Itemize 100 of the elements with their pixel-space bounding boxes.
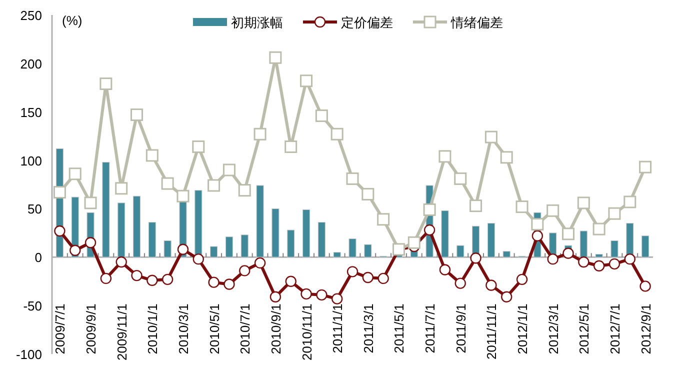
bar	[118, 202, 126, 258]
y-tick-label: -100	[16, 347, 42, 362]
point	[269, 51, 282, 64]
y-tick-label: 200	[20, 56, 42, 72]
point	[300, 288, 312, 300]
point	[578, 256, 590, 268]
bar	[210, 246, 218, 258]
point	[454, 278, 466, 289]
point	[593, 260, 605, 272]
bar	[225, 236, 234, 258]
point	[547, 253, 558, 265]
point	[439, 264, 451, 276]
x-tick-label: 2010/5/1	[206, 304, 222, 354]
point	[130, 108, 144, 122]
point	[100, 78, 112, 90]
bar	[318, 222, 326, 258]
point	[238, 184, 251, 197]
point	[70, 244, 81, 256]
y-tick-label: 50	[28, 202, 42, 217]
point	[84, 237, 96, 248]
point	[624, 196, 636, 208]
legend-label: 定价偏差	[341, 15, 393, 30]
point	[378, 272, 389, 284]
point	[115, 182, 128, 195]
point	[315, 109, 328, 122]
point	[377, 213, 390, 226]
x-tick-label: 2010/1/1	[145, 304, 160, 354]
bar	[148, 222, 156, 258]
bar	[240, 234, 248, 258]
point	[254, 128, 266, 140]
point	[532, 230, 544, 242]
x-tick-label: 2012/5/1	[576, 304, 592, 354]
point	[423, 203, 436, 216]
bar	[272, 208, 280, 258]
point	[500, 151, 513, 164]
point	[285, 276, 296, 287]
point	[546, 204, 560, 217]
point	[254, 257, 266, 269]
legend-label: 初期涨幅	[231, 15, 283, 30]
point	[330, 128, 344, 140]
point	[577, 196, 590, 210]
x-tick-label: 2011/1/1	[330, 304, 346, 354]
bar	[364, 244, 372, 258]
bar	[132, 196, 141, 258]
point	[116, 256, 127, 268]
point	[177, 244, 189, 255]
point	[146, 149, 158, 162]
point	[192, 253, 204, 265]
point	[100, 272, 112, 284]
bar	[580, 230, 588, 258]
point	[346, 266, 358, 278]
point	[362, 188, 374, 200]
point	[53, 186, 66, 198]
bar	[102, 162, 110, 258]
x-tick-label: 2010/3/1	[176, 304, 191, 354]
point	[470, 200, 482, 212]
bar	[641, 236, 650, 258]
y-tick-label: 150	[20, 104, 42, 120]
x-tick-label: 2011/9/1	[453, 304, 468, 354]
point	[176, 190, 190, 202]
bar	[302, 209, 310, 258]
point	[192, 140, 205, 153]
point	[54, 225, 66, 237]
y-tick-label: -50	[23, 298, 42, 314]
point	[222, 164, 236, 176]
x-tick-label: 2011/5/1	[392, 304, 407, 354]
point	[161, 177, 174, 190]
point	[146, 274, 158, 286]
bar	[287, 230, 295, 258]
bar	[348, 238, 356, 258]
point	[208, 276, 220, 288]
bar	[164, 240, 172, 258]
point	[486, 280, 497, 291]
x-tick-label: 2009/7/1	[52, 304, 68, 354]
point	[639, 160, 652, 174]
legend-label: 情绪偏差	[450, 15, 503, 30]
bar	[441, 210, 449, 258]
y-tick-label: 0	[34, 250, 42, 266]
point	[424, 224, 436, 236]
point	[608, 207, 621, 220]
x-tick-label: 2009/11/1	[114, 304, 130, 361]
point	[316, 289, 328, 301]
x-tick-label: 2012/7/1	[607, 304, 622, 354]
point	[562, 228, 574, 240]
bar	[333, 252, 341, 258]
x-tick-label: 2010/11/1	[299, 304, 314, 361]
point	[531, 218, 544, 230]
x-tick-label: 2011/11/1	[484, 304, 500, 360]
point	[640, 280, 651, 292]
point	[624, 253, 636, 265]
point	[346, 172, 359, 185]
y-tick-label: 250	[20, 8, 42, 23]
point	[224, 278, 235, 290]
point	[592, 222, 606, 236]
x-tick-label: 2011/3/1	[360, 304, 376, 354]
bar	[610, 240, 618, 258]
bar	[502, 251, 510, 258]
bar	[256, 185, 264, 258]
x-tick-label: 2012/9/1	[638, 304, 654, 354]
point	[300, 74, 313, 88]
